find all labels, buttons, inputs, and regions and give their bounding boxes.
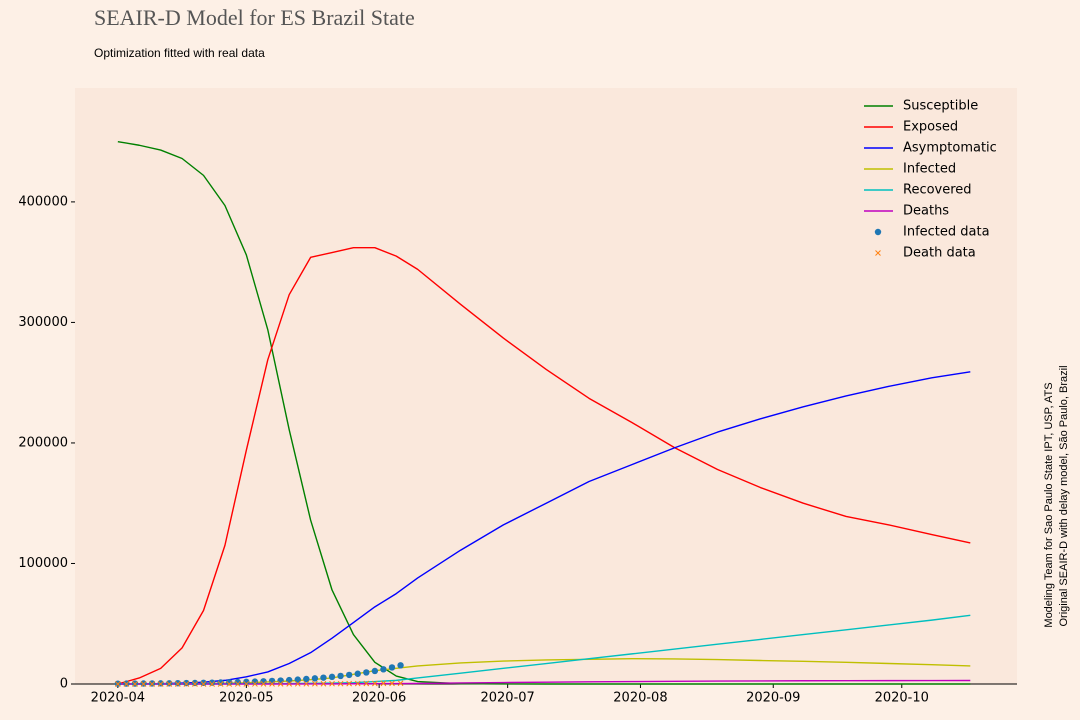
data-point bbox=[208, 679, 216, 686]
data-point bbox=[329, 680, 335, 687]
legend-label: Susceptible bbox=[903, 99, 978, 114]
data-point bbox=[200, 681, 207, 687]
chart-subtitle: Optimization fitted with real data bbox=[94, 46, 265, 60]
data-point bbox=[251, 678, 259, 685]
data-point bbox=[226, 679, 233, 686]
data-point bbox=[311, 675, 319, 682]
data-point bbox=[397, 662, 404, 669]
data-point bbox=[354, 680, 361, 687]
data-point bbox=[294, 680, 301, 687]
data-point bbox=[234, 681, 241, 687]
data-point bbox=[217, 681, 224, 687]
data-point bbox=[354, 670, 361, 677]
data-point bbox=[277, 677, 284, 684]
data-point bbox=[371, 667, 379, 675]
data-point bbox=[166, 680, 173, 687]
data-point bbox=[191, 679, 199, 687]
x-tick-label: 2020-04 bbox=[91, 691, 145, 706]
data-point bbox=[157, 681, 164, 687]
data-point bbox=[114, 681, 121, 687]
data-point bbox=[192, 681, 198, 687]
data-point bbox=[149, 681, 155, 687]
chart-title: SEAIR-D Model for ES Brazil State bbox=[94, 5, 415, 30]
data-point bbox=[183, 679, 190, 687]
data-point bbox=[328, 673, 336, 681]
y-tick-label: 100000 bbox=[18, 556, 68, 571]
data-point bbox=[252, 681, 258, 687]
data-point bbox=[174, 681, 181, 687]
y-tick-label: 400000 bbox=[18, 194, 68, 209]
y-tick-label: 200000 bbox=[18, 435, 68, 450]
legend-label: Asymptomatic bbox=[903, 141, 997, 156]
annotation: Original SEAIR-D with delay model, São P… bbox=[1058, 365, 1070, 626]
data-point bbox=[320, 674, 327, 681]
data-point bbox=[380, 680, 387, 687]
x-tick-label: 2020-10 bbox=[875, 691, 929, 706]
legend-label: Infected data bbox=[903, 225, 990, 240]
data-point bbox=[363, 669, 370, 676]
data-point bbox=[337, 680, 344, 687]
annotation: Modeling Team for Sao Paulo State IPT, U… bbox=[1043, 382, 1055, 627]
data-point bbox=[174, 679, 182, 687]
data-point bbox=[380, 666, 387, 673]
legend-label: Recovered bbox=[903, 183, 972, 198]
data-point bbox=[226, 681, 233, 687]
legend-marker bbox=[874, 228, 882, 236]
data-point bbox=[320, 680, 327, 687]
data-point bbox=[243, 681, 250, 687]
x-tick-label: 2020-09 bbox=[746, 691, 800, 706]
data-point bbox=[209, 681, 215, 687]
data-point bbox=[132, 681, 138, 687]
data-point bbox=[217, 679, 224, 686]
data-point bbox=[268, 677, 276, 685]
data-point bbox=[243, 678, 250, 686]
data-point bbox=[397, 680, 404, 687]
data-point bbox=[260, 681, 267, 687]
data-point bbox=[312, 680, 318, 687]
data-point bbox=[140, 681, 147, 687]
data-point bbox=[234, 678, 241, 686]
x-tick-label: 2020-07 bbox=[480, 691, 534, 706]
data-point bbox=[388, 664, 396, 671]
y-tick-label: 0 bbox=[60, 677, 68, 692]
data-point bbox=[303, 680, 310, 687]
data-point bbox=[294, 676, 301, 683]
data-point bbox=[269, 681, 275, 687]
legend-label: Infected bbox=[903, 162, 956, 177]
data-point bbox=[372, 680, 378, 687]
data-point bbox=[183, 681, 190, 687]
data-point bbox=[346, 680, 353, 687]
data-point bbox=[345, 671, 353, 679]
data-point bbox=[363, 680, 370, 687]
legend-label: Death data bbox=[903, 246, 976, 261]
data-point bbox=[389, 680, 395, 687]
data-point bbox=[337, 672, 344, 680]
data-point bbox=[200, 679, 207, 687]
data-point bbox=[166, 681, 173, 687]
legend-label: Deaths bbox=[903, 204, 949, 219]
data-point bbox=[123, 681, 130, 687]
x-tick-label: 2020-08 bbox=[613, 691, 667, 706]
legend-label: Exposed bbox=[903, 120, 958, 135]
x-tick-label: 2020-06 bbox=[352, 691, 406, 706]
data-point bbox=[303, 675, 310, 683]
data-point bbox=[286, 681, 293, 687]
data-point bbox=[277, 681, 284, 687]
legend-marker bbox=[875, 250, 881, 256]
series-line bbox=[117, 247, 971, 685]
plot-area bbox=[75, 88, 1017, 684]
y-tick-label: 300000 bbox=[18, 315, 68, 330]
x-tick-label: 2020-05 bbox=[219, 691, 273, 706]
